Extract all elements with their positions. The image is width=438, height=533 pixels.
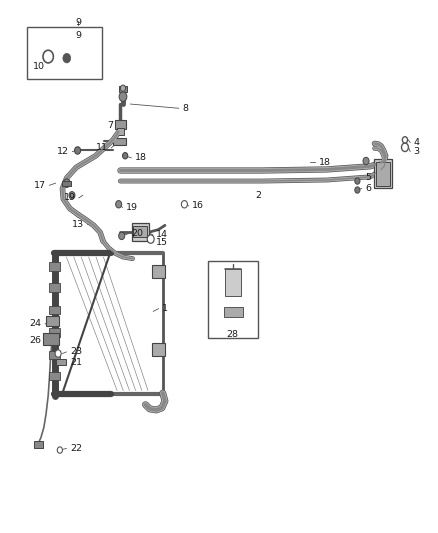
Bar bbox=[43, 333, 60, 344]
Bar bbox=[117, 128, 124, 135]
Circle shape bbox=[119, 92, 127, 101]
Circle shape bbox=[363, 157, 369, 165]
Text: 5: 5 bbox=[365, 173, 371, 182]
Bar bbox=[225, 269, 241, 295]
Text: 19: 19 bbox=[126, 203, 138, 212]
Text: 10: 10 bbox=[33, 62, 45, 70]
Circle shape bbox=[355, 178, 360, 184]
Circle shape bbox=[74, 147, 81, 154]
Bar bbox=[63, 181, 71, 186]
Text: 6: 6 bbox=[365, 184, 371, 193]
Bar bbox=[152, 343, 165, 356]
Text: 9: 9 bbox=[75, 31, 81, 40]
Text: 16: 16 bbox=[192, 201, 204, 211]
Circle shape bbox=[63, 53, 71, 63]
Text: 3: 3 bbox=[413, 147, 420, 156]
Bar bbox=[49, 305, 60, 314]
Bar bbox=[119, 86, 127, 92]
Circle shape bbox=[147, 235, 154, 243]
Text: 18: 18 bbox=[134, 154, 147, 163]
Bar bbox=[49, 328, 60, 337]
Circle shape bbox=[43, 50, 53, 63]
Bar bbox=[374, 159, 392, 189]
Circle shape bbox=[355, 187, 360, 193]
Text: 22: 22 bbox=[70, 444, 82, 453]
Text: 4: 4 bbox=[413, 138, 420, 147]
Text: 18: 18 bbox=[318, 158, 330, 167]
Circle shape bbox=[402, 143, 408, 151]
Bar bbox=[115, 120, 126, 130]
Text: 15: 15 bbox=[156, 238, 168, 247]
Circle shape bbox=[403, 137, 407, 143]
Bar bbox=[27, 27, 102, 79]
Circle shape bbox=[120, 85, 126, 91]
Text: 11: 11 bbox=[96, 143, 108, 152]
Bar bbox=[375, 161, 390, 187]
Bar bbox=[134, 226, 147, 238]
Circle shape bbox=[57, 447, 63, 453]
Bar bbox=[49, 372, 60, 381]
Bar bbox=[34, 441, 43, 448]
Bar bbox=[132, 223, 149, 241]
Text: 23: 23 bbox=[70, 348, 82, 357]
Text: 26: 26 bbox=[30, 336, 42, 345]
Bar bbox=[113, 138, 126, 145]
Text: 8: 8 bbox=[182, 104, 188, 113]
Text: 2: 2 bbox=[255, 191, 261, 200]
Text: 21: 21 bbox=[70, 358, 82, 367]
Circle shape bbox=[116, 200, 122, 208]
Text: 1: 1 bbox=[162, 304, 168, 313]
Text: 24: 24 bbox=[30, 319, 42, 328]
Bar bbox=[49, 351, 60, 359]
Bar bbox=[152, 265, 165, 278]
Bar bbox=[49, 284, 60, 292]
Text: 19: 19 bbox=[64, 193, 75, 203]
Circle shape bbox=[55, 350, 61, 357]
Bar bbox=[56, 359, 66, 365]
Circle shape bbox=[119, 232, 125, 240]
Circle shape bbox=[64, 179, 70, 188]
Text: 14: 14 bbox=[156, 230, 168, 239]
Text: 17: 17 bbox=[34, 181, 46, 190]
Bar bbox=[223, 307, 243, 317]
Circle shape bbox=[181, 200, 187, 208]
Circle shape bbox=[123, 152, 128, 159]
Circle shape bbox=[69, 191, 75, 199]
Text: 13: 13 bbox=[72, 220, 84, 229]
Bar bbox=[208, 261, 258, 338]
Text: 20: 20 bbox=[132, 229, 144, 238]
Bar bbox=[46, 316, 59, 326]
Text: 9: 9 bbox=[75, 18, 81, 27]
Text: 12: 12 bbox=[57, 147, 69, 156]
Text: 28: 28 bbox=[226, 329, 238, 338]
Bar bbox=[49, 262, 60, 271]
Text: 7: 7 bbox=[107, 120, 113, 130]
